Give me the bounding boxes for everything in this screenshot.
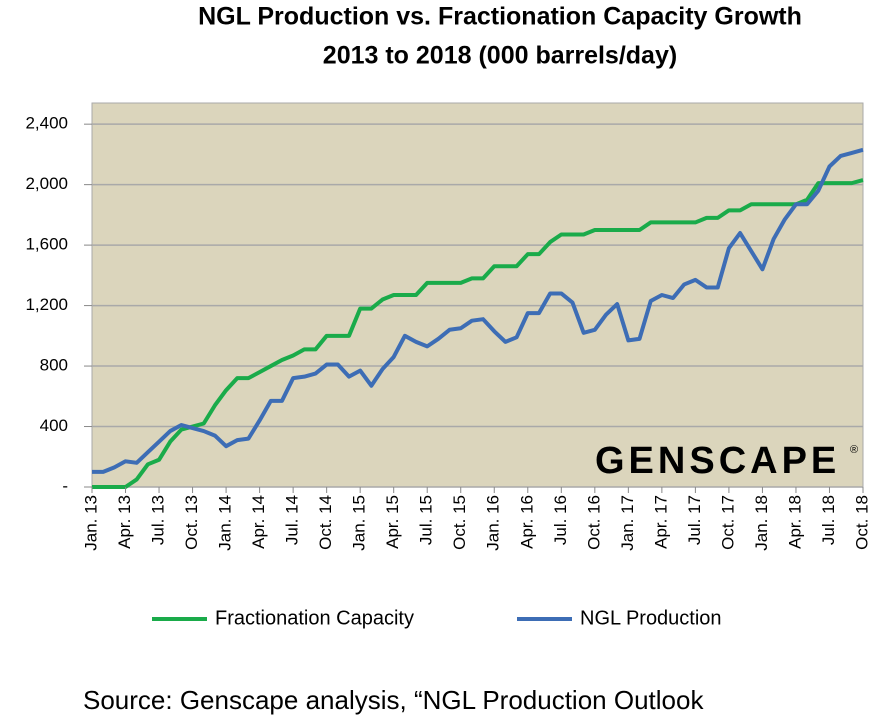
x-tick-label: Oct. 13 <box>182 495 201 550</box>
y-tick-label: 2,400 <box>25 114 68 133</box>
plot-area <box>91 102 864 488</box>
x-tick-label: Jan. 17 <box>618 495 637 551</box>
x-tick-label: Apr. 13 <box>115 495 134 549</box>
x-tick-label: Oct. 15 <box>450 495 469 550</box>
x-tick-label: Oct. 14 <box>316 495 335 550</box>
x-tick-label: Oct. 18 <box>852 495 869 550</box>
x-tick-label: Jan. 14 <box>216 495 235 551</box>
x-tick-label: Apr. 15 <box>383 495 402 549</box>
chart-subtitle: 2013 to 2018 (000 barrels/day) <box>323 42 677 70</box>
x-tick-label: Apr. 16 <box>517 495 536 549</box>
x-tick-label: Jan. 18 <box>752 495 771 551</box>
x-tick-label: Jul. 18 <box>819 495 838 545</box>
y-tick-label: - <box>62 476 68 495</box>
chart-title: NGL Production vs. Fractionation Capacit… <box>198 3 802 31</box>
y-tick-label: 400 <box>40 416 68 435</box>
series-line <box>92 147 864 474</box>
x-tick-label: Jul. 13 <box>149 495 168 545</box>
y-tick-label: 1,200 <box>25 295 68 314</box>
x-tick-label: Oct. 16 <box>584 495 603 550</box>
x-tick-label: Jan. 15 <box>350 495 369 551</box>
legend-label: NGL Production <box>580 607 722 629</box>
x-tick-label: Jul. 14 <box>283 495 302 545</box>
logo-mark: ® <box>850 444 858 456</box>
source-note: Source: Genscape analysis, “NGL Producti… <box>83 685 704 715</box>
x-tick-label: Apr. 18 <box>785 495 804 549</box>
x-tick-label: Oct. 17 <box>718 495 737 550</box>
x-tick-label: Jan. 16 <box>484 495 503 551</box>
x-tick-label: Jul. 17 <box>685 495 704 545</box>
logo: GENSCAPE <box>595 440 840 482</box>
legend-label: Fractionation Capacity <box>215 607 414 629</box>
x-tick-label: Jul. 16 <box>551 495 570 545</box>
y-tick-label: 2,000 <box>25 174 68 193</box>
x-tick-label: Apr. 14 <box>249 495 268 549</box>
y-tick-label: 800 <box>40 356 68 375</box>
series-line <box>92 178 864 489</box>
y-tick-label: 1,600 <box>25 235 68 254</box>
x-tick-label: Apr. 17 <box>651 495 670 549</box>
x-tick-label: Jan. 13 <box>81 495 100 551</box>
x-tick-label: Jul. 15 <box>417 495 436 545</box>
